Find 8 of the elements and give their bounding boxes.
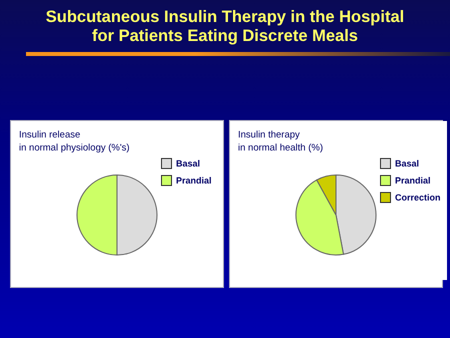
legend-label: Correction — [395, 192, 441, 202]
chart-title: Insulin release in normal physiology (%'s) — [19, 130, 130, 154]
legend-label: Basal — [176, 158, 200, 168]
text: Subcutaneous Insulin Therapy in the Hospital for Patients Eating Discrete Meals — [44, 8, 406, 46]
legend-label: Prandial — [176, 176, 212, 186]
legend-label: Basal — [395, 158, 420, 168]
chart-title: Insulin therapy in normal health (%) — [238, 130, 324, 154]
legend-label: Prandial — [395, 176, 431, 186]
